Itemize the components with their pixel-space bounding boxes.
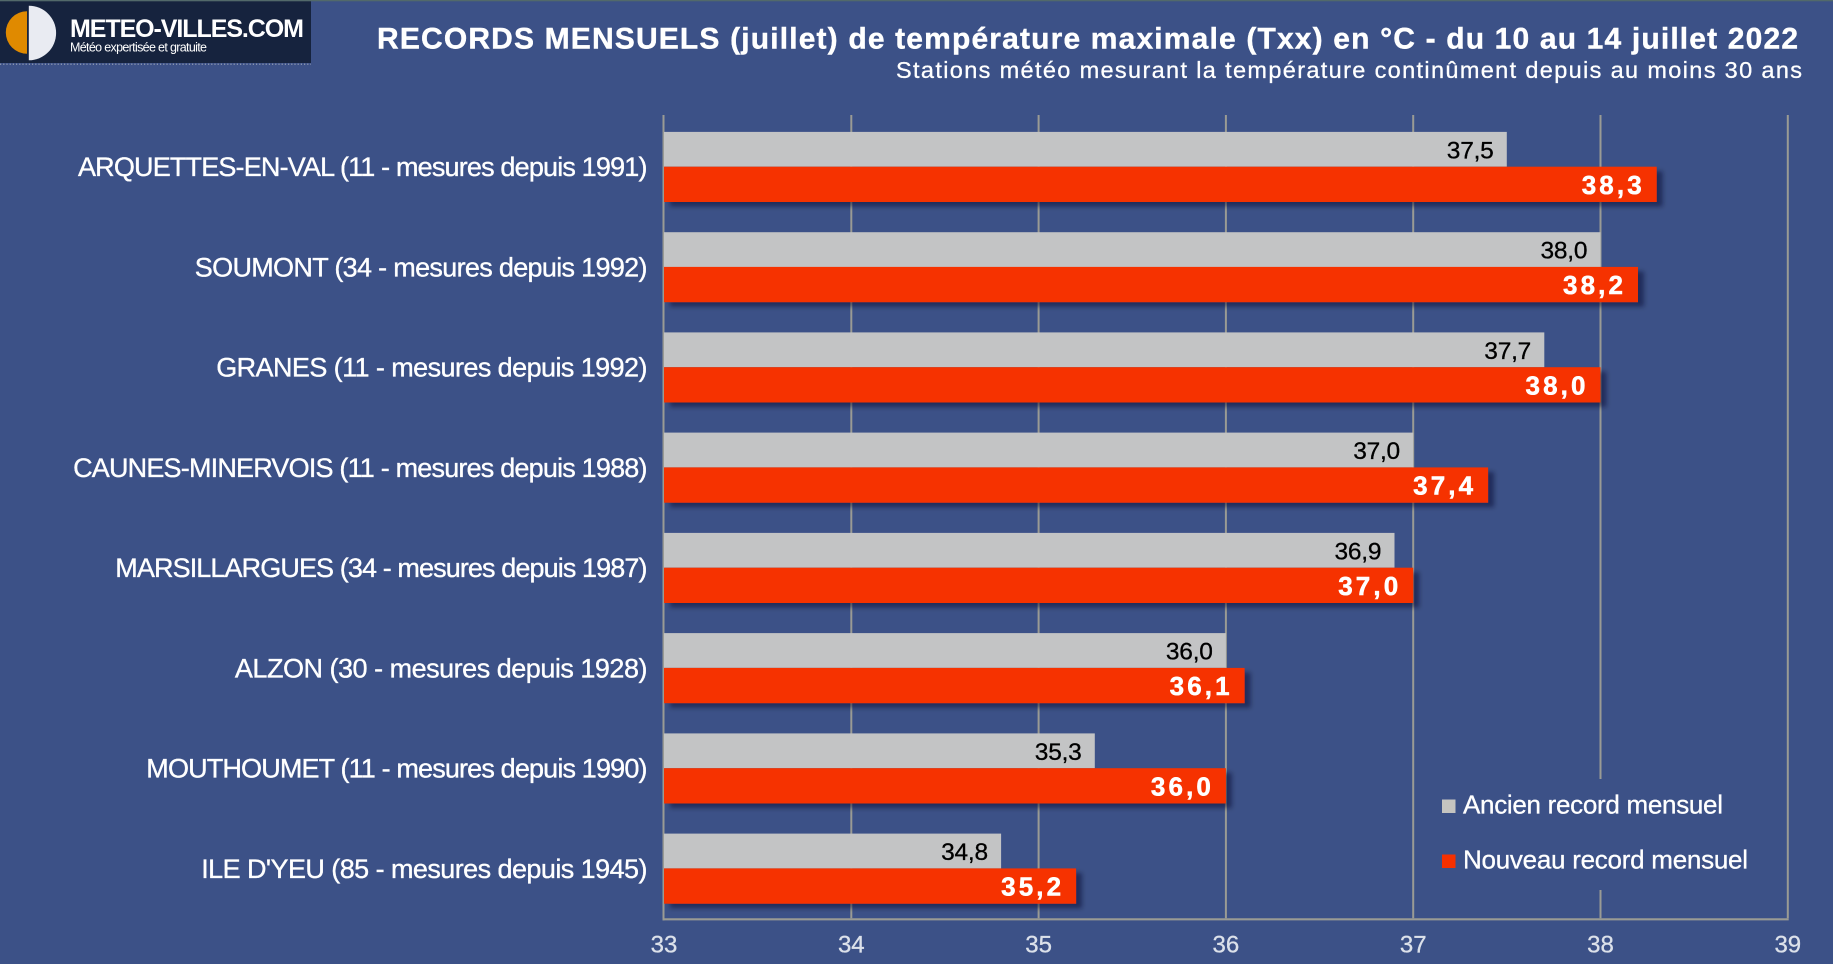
- svg-text:35,2: 35,2: [1001, 872, 1061, 902]
- svg-text:37,5: 37,5: [1447, 137, 1494, 164]
- svg-text:36,0: 36,0: [1166, 639, 1213, 666]
- svg-text:33: 33: [651, 932, 678, 959]
- svg-text:39: 39: [1774, 932, 1801, 959]
- svg-text:36,9: 36,9: [1335, 538, 1382, 565]
- svg-text:Météo expertisée et gratuite: Météo expertisée et gratuite: [70, 41, 207, 55]
- svg-text:37,4: 37,4: [1413, 471, 1474, 501]
- svg-text:Stations météo mesurant la tem: Stations météo mesurant la température c…: [896, 57, 1802, 83]
- svg-text:METEO-VILLES.COM: METEO-VILLES.COM: [70, 15, 304, 43]
- svg-text:36: 36: [1213, 932, 1240, 959]
- svg-text:38,3: 38,3: [1582, 170, 1642, 200]
- svg-text:SOUMONT (34 - mesures depuis 1: SOUMONT (34 - mesures depuis 1992): [195, 252, 648, 282]
- svg-text:37,0: 37,0: [1353, 438, 1400, 465]
- svg-text:MOUTHOUMET (11 - mesures depui: MOUTHOUMET (11 - mesures depuis 1990): [146, 754, 647, 784]
- svg-text:Ancien record mensuel: Ancien record mensuel: [1463, 790, 1723, 820]
- svg-text:37,7: 37,7: [1484, 338, 1531, 365]
- svg-text:36,0: 36,0: [1151, 771, 1211, 801]
- svg-text:35: 35: [1025, 932, 1052, 959]
- svg-text:CAUNES-MINERVOIS (11 - mesures: CAUNES-MINERVOIS (11 - mesures depuis 19…: [73, 453, 647, 483]
- svg-text:38: 38: [1587, 932, 1614, 959]
- svg-text:ALZON (30 - mesures depuis 192: ALZON (30 - mesures depuis 1928): [235, 653, 648, 683]
- svg-text:ARQUETTES-EN-VAL (11 - mesures: ARQUETTES-EN-VAL (11 - mesures depuis 19…: [78, 152, 648, 182]
- svg-text:35,3: 35,3: [1035, 739, 1082, 766]
- svg-text:34: 34: [838, 932, 865, 959]
- svg-text:GRANES (11 - mesures depuis 19: GRANES (11 - mesures depuis 1992): [216, 353, 647, 383]
- svg-text:37: 37: [1400, 932, 1427, 959]
- svg-text:37,0: 37,0: [1338, 571, 1398, 601]
- svg-text:38,2: 38,2: [1563, 270, 1623, 300]
- svg-text:34,8: 34,8: [941, 839, 988, 866]
- svg-text:Nouveau record mensuel: Nouveau record mensuel: [1463, 845, 1748, 875]
- svg-text:36,1: 36,1: [1170, 671, 1230, 701]
- svg-text:ILE D'YEU (85 - mesures depuis: ILE D'YEU (85 - mesures depuis 1945): [201, 854, 647, 884]
- svg-text:38,0: 38,0: [1526, 370, 1586, 400]
- svg-text:MARSILLARGUES (34 - mesures de: MARSILLARGUES (34 - mesures depuis 1987): [115, 553, 647, 583]
- svg-text:RECORDS MENSUELS (juillet) de: RECORDS MENSUELS (juillet) de températur…: [377, 23, 1798, 56]
- svg-text:38,0: 38,0: [1541, 238, 1588, 265]
